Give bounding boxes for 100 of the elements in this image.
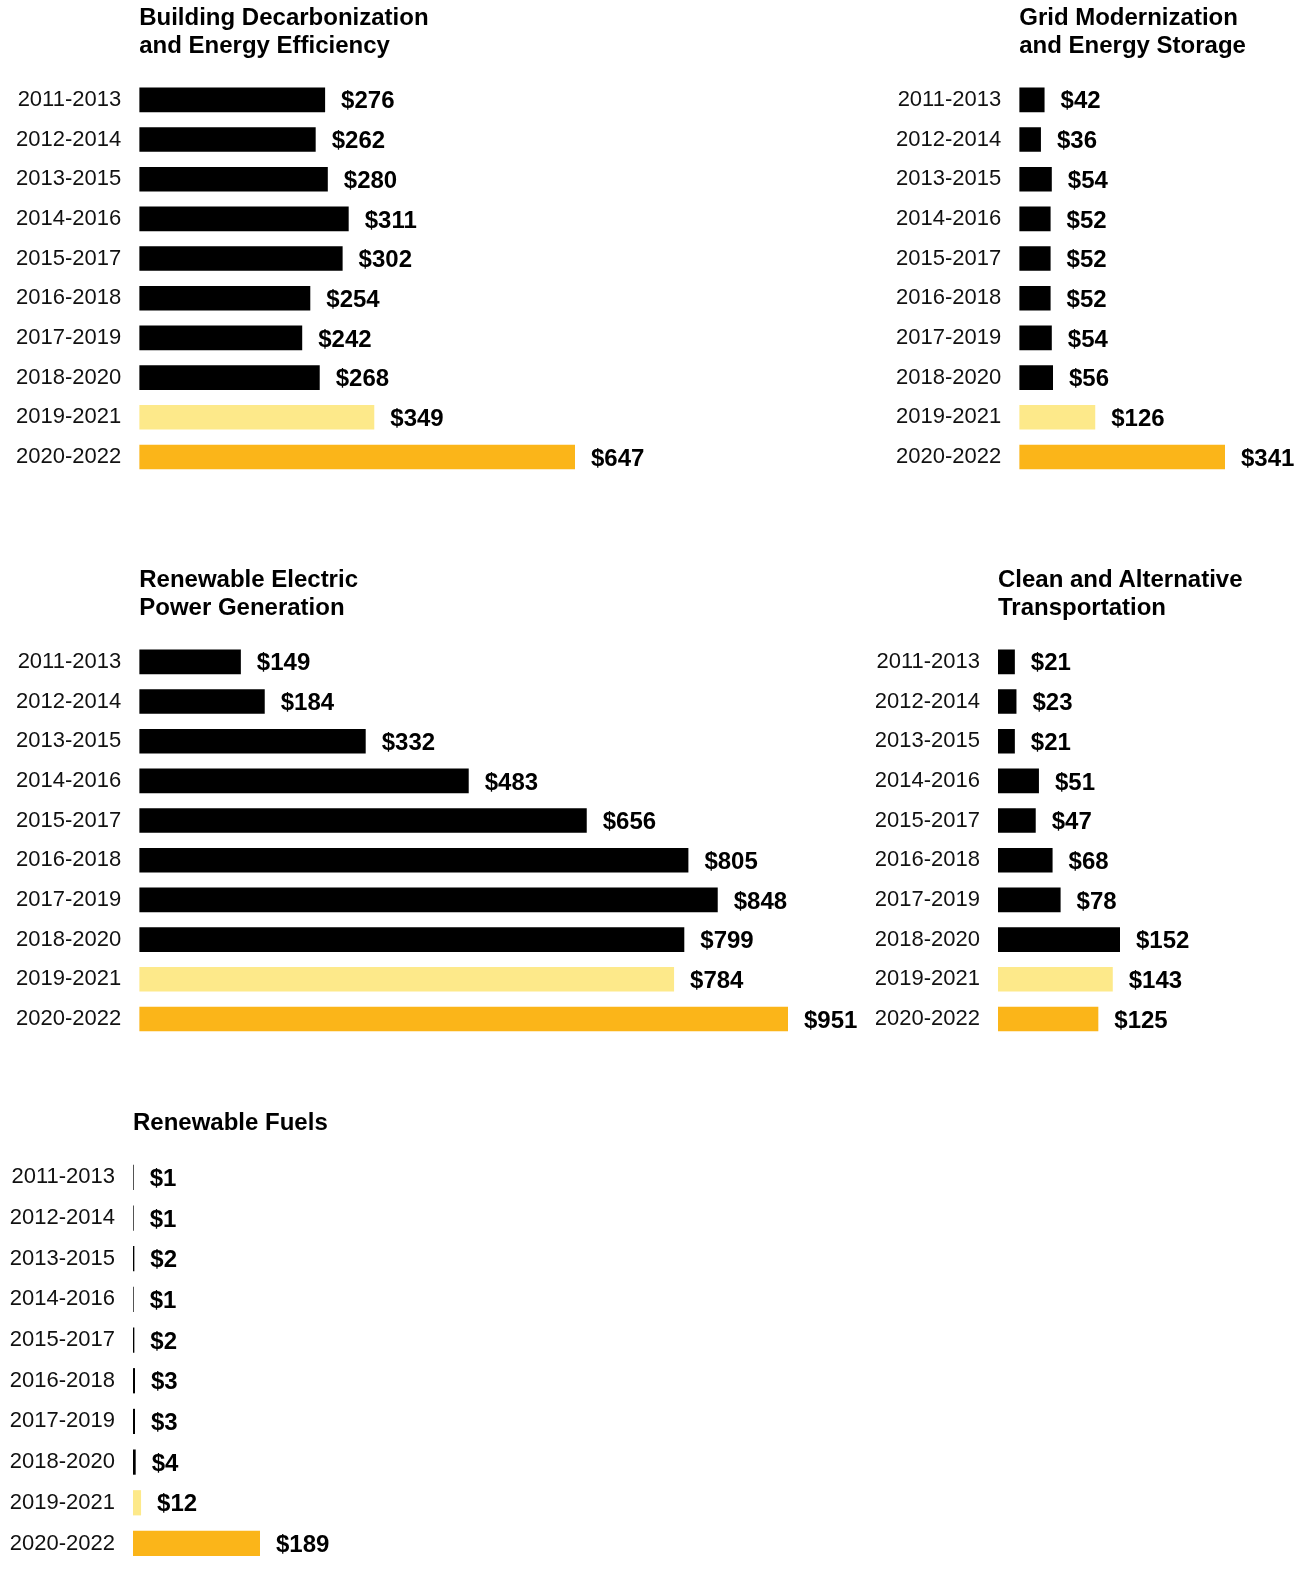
bar	[139, 325, 303, 351]
y-tick-label: 2012-2014	[895, 125, 1002, 151]
bar	[1019, 444, 1225, 470]
y-tick-label: 2020-2022	[15, 443, 122, 469]
bar	[1019, 325, 1052, 351]
y-tick-label: 2018-2020	[895, 363, 1002, 389]
bar	[133, 1449, 136, 1475]
data-label: $656	[602, 807, 657, 835]
bar	[1019, 365, 1054, 390]
bar	[139, 127, 316, 152]
bar	[998, 966, 1113, 992]
bar	[139, 285, 311, 311]
data-label: $52	[1066, 245, 1107, 273]
y-tick-label: 2018-2020	[15, 363, 122, 389]
bar	[139, 847, 689, 873]
data-label: $52	[1066, 205, 1107, 233]
y-tick-label: 2013-2015	[15, 727, 122, 753]
data-label: $21	[1030, 727, 1071, 755]
bar	[139, 649, 241, 675]
y-tick-label: 2016-2018	[15, 284, 122, 310]
y-tick-label: 2016-2018	[895, 284, 1002, 310]
data-label: $51	[1054, 767, 1095, 795]
bar	[998, 1006, 1099, 1032]
y-tick-label: 2016-2018	[9, 1366, 115, 1392]
data-label: $54	[1067, 324, 1109, 352]
data-label: $68	[1068, 846, 1109, 874]
data-label: $149	[256, 648, 311, 676]
bar	[998, 768, 1039, 794]
bar	[998, 887, 1061, 913]
data-label: $254	[326, 284, 381, 312]
data-label: $302	[358, 245, 413, 273]
bar	[1019, 206, 1051, 232]
y-tick-label: 2015-2017	[874, 806, 980, 832]
bar	[139, 768, 469, 794]
data-label: $268	[335, 364, 390, 392]
data-label: $12	[157, 1489, 198, 1517]
data-label: $56	[1069, 364, 1110, 392]
data-label: $2	[150, 1245, 178, 1273]
y-tick-label: 2011-2013	[876, 647, 980, 673]
bar	[1019, 246, 1051, 271]
y-tick-label: 2018-2020	[15, 925, 122, 951]
data-label: $126	[1111, 403, 1165, 431]
bar	[139, 404, 375, 430]
data-label: $143	[1128, 965, 1183, 993]
y-tick-label: 2014-2016	[15, 204, 122, 230]
y-tick-label: 2016-2018	[874, 846, 980, 872]
bar	[139, 365, 320, 390]
y-tick-label: 2018-2020	[874, 925, 980, 951]
y-tick-label: 2017-2019	[15, 885, 122, 911]
y-tick-label: 2020-2022	[9, 1529, 115, 1555]
y-tick-label: 2011-2013	[897, 85, 1002, 111]
data-label: $42	[1060, 86, 1101, 114]
bar	[998, 689, 1017, 714]
data-label: $311	[364, 205, 417, 233]
y-tick-label: 2020-2022	[895, 443, 1002, 469]
bar	[139, 927, 685, 952]
y-tick-label: 2019-2021	[895, 403, 1002, 429]
y-tick-label: 2020-2022	[874, 1005, 980, 1031]
data-label: $3	[151, 1367, 178, 1395]
y-tick-label: 2013-2015	[9, 1244, 115, 1270]
y-tick-label: 2020-2022	[15, 1005, 122, 1031]
y-tick-label: 2012-2014	[15, 125, 122, 151]
y-tick-label: 2015-2017	[15, 244, 122, 270]
y-tick-label: 2014-2016	[895, 204, 1002, 230]
data-label: $349	[390, 403, 444, 431]
chart-title: Building Decarbonization and Energy Efficiency	[139, 2, 429, 58]
y-tick-label: 2019-2021	[15, 403, 122, 429]
y-tick-label: 2019-2021	[874, 965, 980, 991]
chart-title: Clean and Alternative Transportation	[998, 564, 1243, 620]
bar	[139, 887, 718, 913]
data-label: $189	[276, 1530, 330, 1558]
chart-title: Renewable Fuels	[133, 1107, 328, 1135]
bar	[998, 927, 1120, 952]
data-label: $2	[150, 1326, 178, 1354]
data-label: $784	[690, 965, 745, 993]
bar	[1019, 87, 1045, 113]
y-tick-label: 2019-2021	[15, 965, 122, 991]
y-tick-label: 2011-2013	[17, 647, 122, 673]
y-tick-label: 2016-2018	[15, 846, 122, 872]
y-tick-label: 2011-2013	[11, 1163, 115, 1189]
y-tick-label: 2013-2015	[874, 727, 980, 753]
y-tick-label: 2017-2019	[895, 323, 1002, 349]
data-label: $47	[1051, 807, 1092, 835]
data-label: $332	[381, 727, 436, 755]
data-label: $152	[1136, 926, 1190, 954]
y-tick-label: 2015-2017	[895, 244, 1002, 270]
y-tick-label: 2015-2017	[9, 1326, 115, 1352]
data-label: $805	[704, 846, 758, 874]
y-tick-label: 2013-2015	[15, 165, 122, 191]
data-label: $276	[341, 86, 395, 114]
bar	[139, 689, 265, 714]
y-tick-label: 2014-2016	[15, 766, 122, 792]
data-label: $78	[1076, 886, 1117, 914]
chart-title: Grid Modernization and Energy Storage	[1019, 2, 1246, 58]
data-label: $799	[700, 926, 754, 954]
bar	[1019, 285, 1051, 311]
bar	[1019, 127, 1041, 152]
data-label: $54	[1067, 165, 1109, 193]
bar	[139, 728, 366, 754]
data-label: $52	[1066, 284, 1107, 312]
